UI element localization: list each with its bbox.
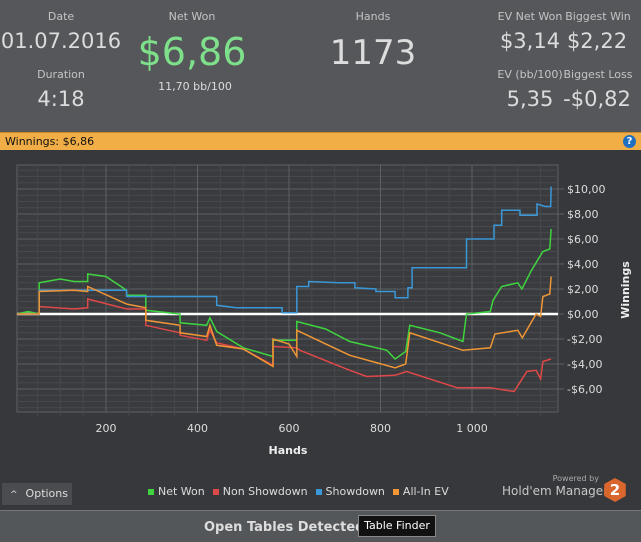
hands-value: 1173 [329, 33, 417, 73]
y-tick-label: $8,00 [567, 208, 599, 221]
powered-by-text: Powered by [552, 474, 599, 483]
y-tick-label: $2,00 [567, 283, 599, 296]
legend-swatch [148, 488, 154, 495]
net-won-value: $6,86 [137, 30, 247, 74]
legend-swatch [315, 488, 322, 495]
winnings-chart: 200 400 600 800 1 000 $10,00 $8,00 $6,00 $4,00 $2… [16, 164, 632, 457]
series-line-all-in-ev [16, 276, 552, 369]
options-label: Options [25, 487, 68, 500]
hm2-badge-icon: 2 [604, 478, 626, 502]
hands-label: Hands [355, 10, 391, 23]
x-tick-label: 200 [96, 422, 117, 435]
legend-item[interactable]: Net Won [148, 485, 205, 498]
bottom-bar: Open Tables Detected Table Finder [0, 510, 641, 542]
chart-legend: Net Won Non Showdown Showdown All-In EV [148, 485, 449, 498]
series-line-showdown [16, 186, 552, 315]
x-tick-label: 800 [370, 422, 391, 435]
duration-label: Duration [37, 68, 85, 81]
legend-item[interactable]: Showdown [315, 485, 385, 498]
legend-label: Non Showdown [222, 485, 308, 498]
legend-item[interactable]: Non Showdown [212, 485, 308, 498]
winnings-bar: Winnings: $6,86 ? [0, 132, 641, 150]
ev-bb100-value: 5,35 [506, 87, 554, 111]
date-label: Date [47, 10, 75, 23]
ev-net-won-label: EV Net Won [497, 10, 563, 23]
biggest-loss-value: -$0,82 [563, 87, 631, 111]
product-name: Hold'em Manager [502, 484, 609, 498]
date-value: 01.07.2016 [0, 29, 122, 53]
biggest-win-value: $2,22 [566, 29, 628, 53]
x-tick-label: 600 [279, 422, 300, 435]
chevron-up-icon: ^ [10, 490, 18, 500]
legend-swatch [392, 488, 399, 495]
bb100-value: 11,70 bb/100 [158, 80, 232, 93]
y-tick-label: $6,00 [567, 233, 599, 246]
y-tick-label: $10,00 [567, 183, 606, 196]
ev-net-won-value: $3,14 [499, 29, 561, 53]
x-tick-label: 400 [187, 422, 208, 435]
y-tick-label: $0,00 [567, 308, 599, 321]
y-axis-label: Winnings [619, 261, 632, 319]
biggest-win-label: Biggest Win [565, 10, 631, 23]
biggest-loss-label: Biggest Loss [563, 68, 633, 81]
winnings-label: Winnings: $6,86 [5, 135, 95, 148]
y-tick-label: -$4,00 [567, 358, 602, 371]
open-tables-status: Open Tables Detected [204, 520, 365, 535]
x-tick-label: 1 000 [456, 422, 488, 435]
net-won-label: Net Won [168, 10, 216, 23]
ev-bb100-label: EV (bb/100) [497, 68, 563, 81]
y-tick-label: -$6,00 [567, 383, 602, 396]
duration-value: 4:18 [37, 87, 85, 111]
y-tick-label: $4,00 [567, 258, 599, 271]
y-tick-label: -$2,00 [567, 333, 602, 346]
legend-label: Showdown [325, 485, 385, 498]
legend-swatch [212, 488, 219, 495]
options-button[interactable]: ^ Options [2, 483, 72, 505]
legend-item[interactable]: All-In EV [392, 485, 449, 498]
x-axis-label: Hands [269, 444, 308, 457]
table-finder-button[interactable]: Table Finder [358, 515, 436, 537]
legend-label: All-In EV [402, 485, 449, 498]
legend-label: Net Won [158, 485, 205, 498]
question-circle-icon[interactable]: ? [623, 135, 636, 148]
holdem-manager-logo: Powered by Hold'em Manager 2 [502, 474, 637, 504]
summary-panel: Date 01.07.2016 Duration 4:18 Net Won $6… [0, 0, 641, 132]
